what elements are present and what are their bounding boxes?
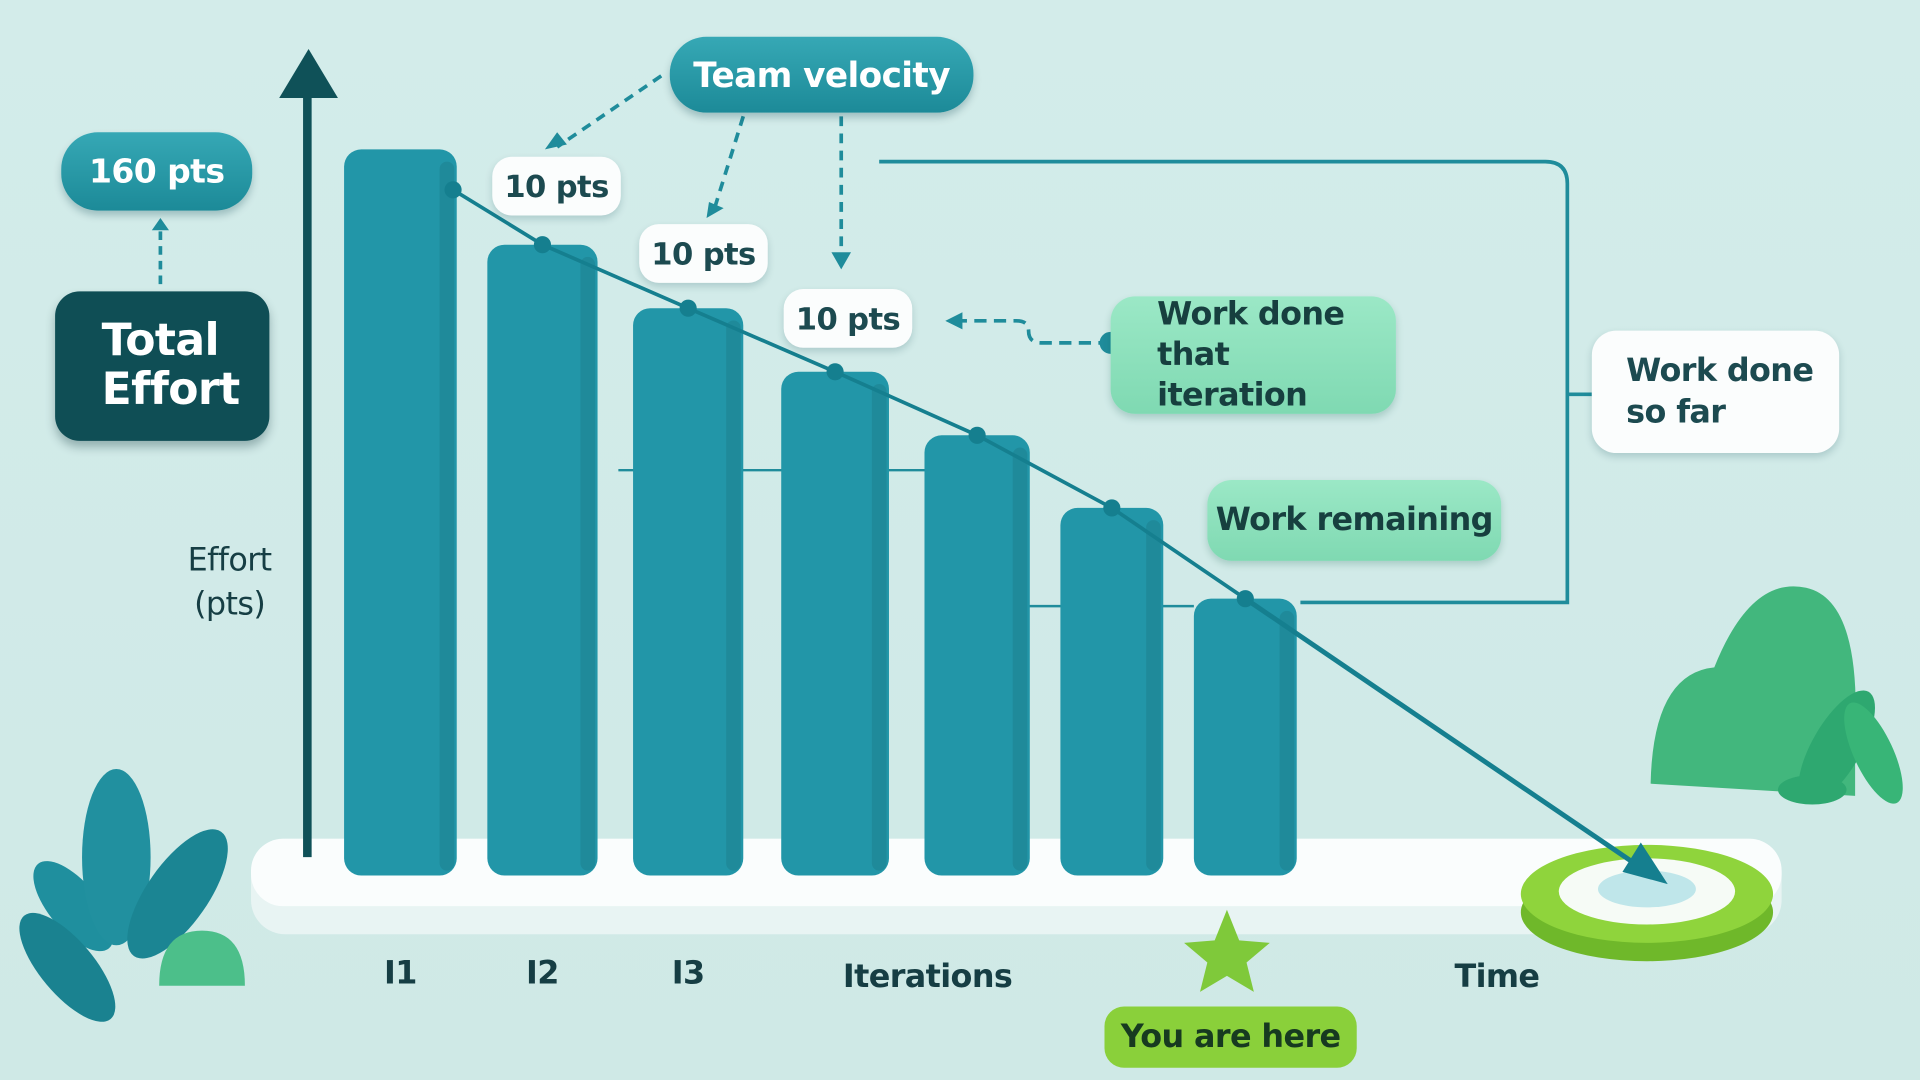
target (1597, 870, 1696, 908)
bar-shade (580, 256, 596, 871)
bar-shade (1279, 610, 1295, 871)
trend-point (968, 426, 986, 444)
team-velocity-label: Team velocity (669, 36, 974, 113)
trend-point (533, 236, 552, 254)
work-done-iteration-label: Work done that iteration (1110, 296, 1396, 414)
you-are-here-label: You are here (1104, 1006, 1357, 1068)
bar (924, 435, 1030, 876)
bar-shade (1012, 447, 1028, 871)
bar (633, 308, 744, 876)
velocity-label: 10 pts (492, 156, 621, 216)
iteration-connector (961, 318, 1111, 345)
x-tick-label: I2 (526, 955, 559, 992)
bar (781, 371, 889, 876)
plant-left (19, 768, 245, 1022)
trend-point (679, 299, 697, 317)
projection-line (1243, 596, 1649, 874)
bar (344, 149, 457, 876)
time-label: Time (1454, 958, 1540, 996)
total-points-label: 160 pts (61, 132, 253, 211)
bar-shade (871, 384, 887, 871)
projection-arrow (1622, 842, 1668, 885)
bar (1060, 507, 1164, 876)
bar (487, 244, 598, 876)
trend-point (1236, 590, 1254, 608)
velocity-label: 10 pts (639, 224, 768, 283)
connector-head (151, 217, 169, 231)
bar-shade (1146, 520, 1161, 871)
x-tick-label: I1 (384, 955, 417, 992)
bracket (879, 159, 1592, 605)
bar (1193, 598, 1297, 876)
work-remaining-label: Work remaining (1207, 480, 1502, 561)
total-effort-label: Total Effort (55, 291, 270, 441)
trend-point (1103, 499, 1121, 517)
y-axis-label: Effort (pts) (187, 541, 273, 623)
plot (344, 149, 1668, 885)
connector-head (945, 312, 963, 330)
plant-right (1650, 586, 1903, 805)
x-tick-label: I3 (671, 955, 705, 992)
trend-point (826, 363, 844, 381)
star (1184, 909, 1270, 992)
x-axis-label: Iterations (842, 958, 1013, 996)
trend-point (444, 181, 462, 199)
bar-shade (726, 320, 741, 871)
work-done-so-far-label: Work done so far (1591, 330, 1840, 454)
velocity-label: 10 pts (783, 288, 913, 348)
y-axis-arrow (279, 48, 338, 98)
bar-shade (439, 161, 455, 871)
velocity-connector (556, 74, 844, 267)
